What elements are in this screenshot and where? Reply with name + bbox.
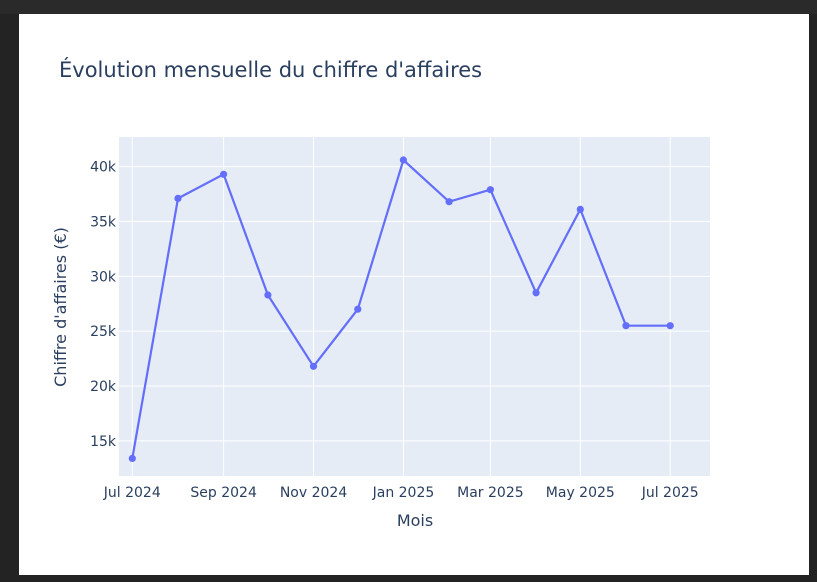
x-tick-label: Sep 2024 [190,485,257,501]
y-axis-ticks: 15k 20k 25k 30k 35k 40k [90,160,117,450]
data-point [532,289,540,297]
y-tick-label: 15k [90,434,117,450]
data-point [399,156,407,164]
gridlines [119,137,710,476]
y-tick-label: 40k [90,160,117,176]
x-tick-label: Jul 2024 [103,485,161,501]
data-point [486,186,494,194]
data-point [622,322,630,330]
y-tick-label: 35k [90,214,117,230]
data-point [354,305,362,313]
chart-title: Évolution mensuelle du chiffre d'affaire… [59,57,482,82]
x-tick-label: May 2025 [546,485,615,501]
line-chart: Évolution mensuelle du chiffre d'affaire… [51,57,710,530]
x-axis-label: Mois [397,511,433,530]
x-tick-label: Jul 2025 [641,485,699,501]
y-tick-label: 20k [90,379,117,395]
data-points [128,156,674,462]
plot-area [119,137,710,476]
data-point [220,170,228,178]
data-point [445,198,453,206]
x-tick-label: Mar 2025 [457,485,524,501]
y-tick-label: 30k [90,269,117,285]
data-point [128,454,136,462]
x-tick-label: Jan 2025 [372,485,435,501]
data-point [666,322,674,330]
top-bar [0,0,817,14]
x-tick-label: Nov 2024 [280,485,347,501]
chart-card: Évolution mensuelle du chiffre d'affaire… [19,14,809,575]
data-point [576,205,584,213]
data-point [309,362,318,370]
data-point [264,291,272,299]
y-tick-label: 25k [90,324,117,340]
y-axis-label: Chiffre d'affaires (€) [51,227,70,387]
x-axis-ticks: Jul 2024 Sep 2024 Nov 2024 Jan 2025 Mar 2025… [103,485,699,501]
data-point [174,194,182,202]
